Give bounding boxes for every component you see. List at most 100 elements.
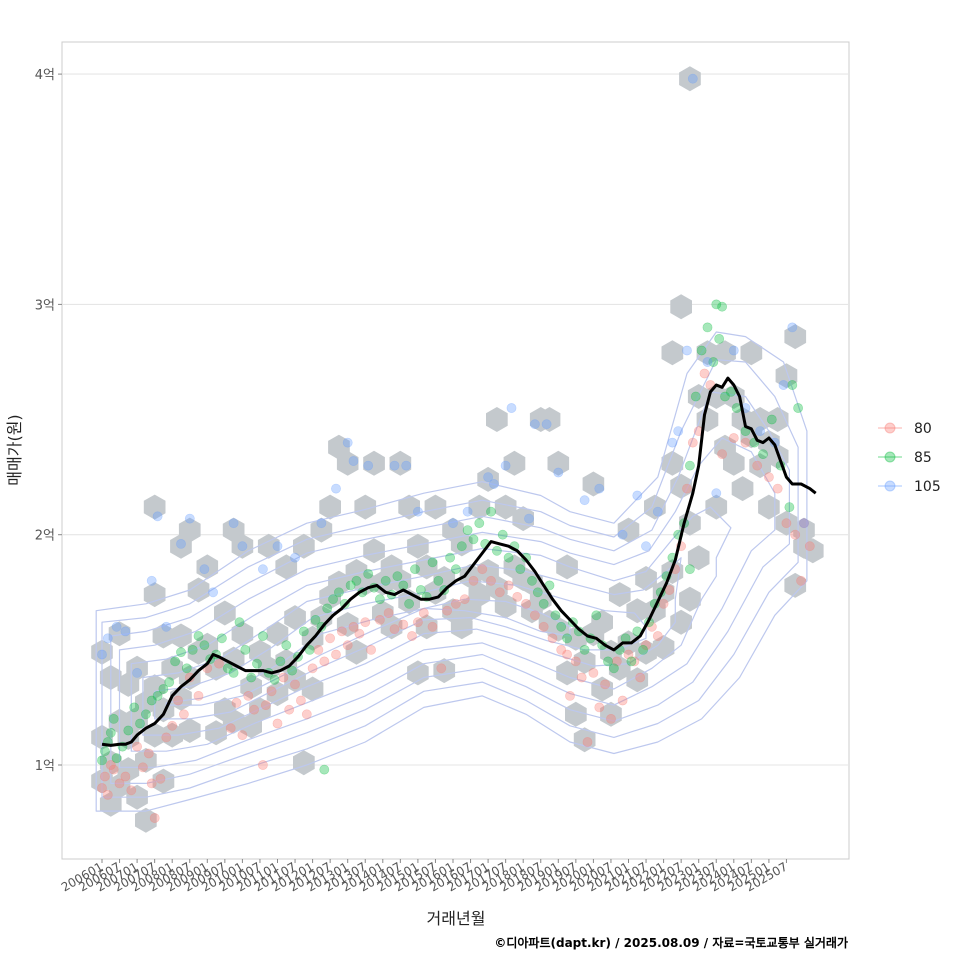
point-85 — [181, 663, 192, 674]
point-80 — [772, 483, 783, 494]
point-85 — [164, 677, 175, 687]
point-105 — [448, 518, 458, 529]
hexbin — [354, 494, 377, 520]
point-80 — [149, 813, 160, 823]
point-80 — [167, 720, 178, 731]
point-80 — [562, 649, 572, 660]
hexbin — [494, 494, 517, 520]
point-105 — [161, 621, 172, 632]
point-80 — [266, 686, 277, 697]
point-85 — [787, 380, 798, 390]
point-80 — [260, 700, 271, 710]
point-80 — [108, 764, 119, 775]
point-85 — [269, 674, 280, 685]
hexbin — [196, 554, 219, 580]
point-80 — [582, 737, 593, 747]
point-85 — [609, 663, 619, 674]
point-85 — [474, 518, 485, 529]
point-80 — [243, 691, 254, 701]
hexbin — [477, 466, 499, 492]
point-80 — [682, 483, 692, 494]
point-80 — [389, 624, 400, 634]
point-105 — [111, 621, 122, 632]
hexbin — [679, 586, 701, 612]
point-85 — [793, 403, 803, 413]
point-80 — [799, 518, 809, 529]
point-85 — [146, 695, 157, 706]
point-105 — [778, 380, 789, 390]
point-80 — [781, 518, 792, 529]
hexbin — [591, 609, 613, 635]
hexbin — [635, 566, 657, 591]
point-80 — [687, 437, 698, 448]
point-85 — [322, 603, 333, 614]
point-105 — [342, 437, 353, 448]
point-80 — [565, 691, 575, 701]
density-contour — [142, 557, 682, 736]
point-85 — [111, 753, 122, 763]
point-80 — [728, 433, 739, 443]
point-105 — [500, 460, 511, 471]
point-105 — [462, 506, 473, 517]
point-80 — [530, 610, 540, 621]
point-80 — [617, 695, 628, 706]
point-105 — [617, 529, 628, 540]
point-105 — [667, 437, 678, 448]
point-80 — [284, 704, 295, 715]
point-85 — [333, 587, 344, 598]
point-85 — [374, 594, 385, 605]
hexbin — [705, 494, 728, 520]
hexbin — [608, 655, 631, 681]
hexbin — [573, 727, 596, 753]
hexbin — [670, 473, 692, 499]
hexbin — [240, 674, 262, 700]
point-80 — [398, 619, 409, 630]
point-80 — [342, 640, 353, 651]
point-105 — [541, 419, 552, 430]
point-85 — [626, 656, 637, 667]
hexbin — [345, 639, 368, 665]
point-80 — [161, 732, 172, 743]
point-105 — [483, 472, 493, 482]
hexbin — [433, 658, 456, 684]
hexbin — [547, 450, 570, 476]
point-85 — [603, 656, 613, 667]
point-85 — [193, 631, 204, 641]
point-80 — [178, 709, 189, 720]
point-80 — [477, 564, 488, 575]
point-85 — [246, 672, 257, 683]
point-80 — [100, 771, 110, 782]
hexbin — [573, 648, 596, 674]
point-80 — [295, 695, 306, 706]
point-80 — [503, 580, 514, 591]
point-80 — [307, 663, 318, 674]
hexbin — [135, 807, 157, 833]
point-80 — [629, 656, 640, 667]
legend-key-dot — [884, 422, 896, 434]
point-105 — [579, 495, 590, 506]
legend-key-dot — [884, 451, 896, 463]
point-80 — [383, 608, 394, 618]
hexbin — [538, 407, 561, 432]
point-80 — [231, 697, 242, 708]
hexbin — [696, 340, 719, 366]
point-85 — [216, 633, 227, 644]
point-105 — [348, 456, 359, 466]
point-85 — [199, 640, 210, 651]
point-85 — [562, 633, 572, 644]
density-contour — [110, 391, 790, 784]
y-tick-label: 2억 — [35, 529, 55, 544]
point-80 — [764, 472, 774, 482]
hexbin — [626, 598, 649, 624]
point-105 — [272, 541, 283, 552]
point-80 — [137, 762, 148, 773]
y-tick-label: 3억 — [35, 298, 55, 313]
point-80 — [146, 778, 157, 789]
point-85 — [784, 502, 795, 512]
point-85 — [758, 449, 768, 459]
point-85 — [685, 460, 695, 471]
point-80 — [225, 723, 236, 734]
hexbin — [687, 545, 710, 571]
hexbin — [152, 768, 175, 794]
point-85 — [97, 755, 107, 766]
